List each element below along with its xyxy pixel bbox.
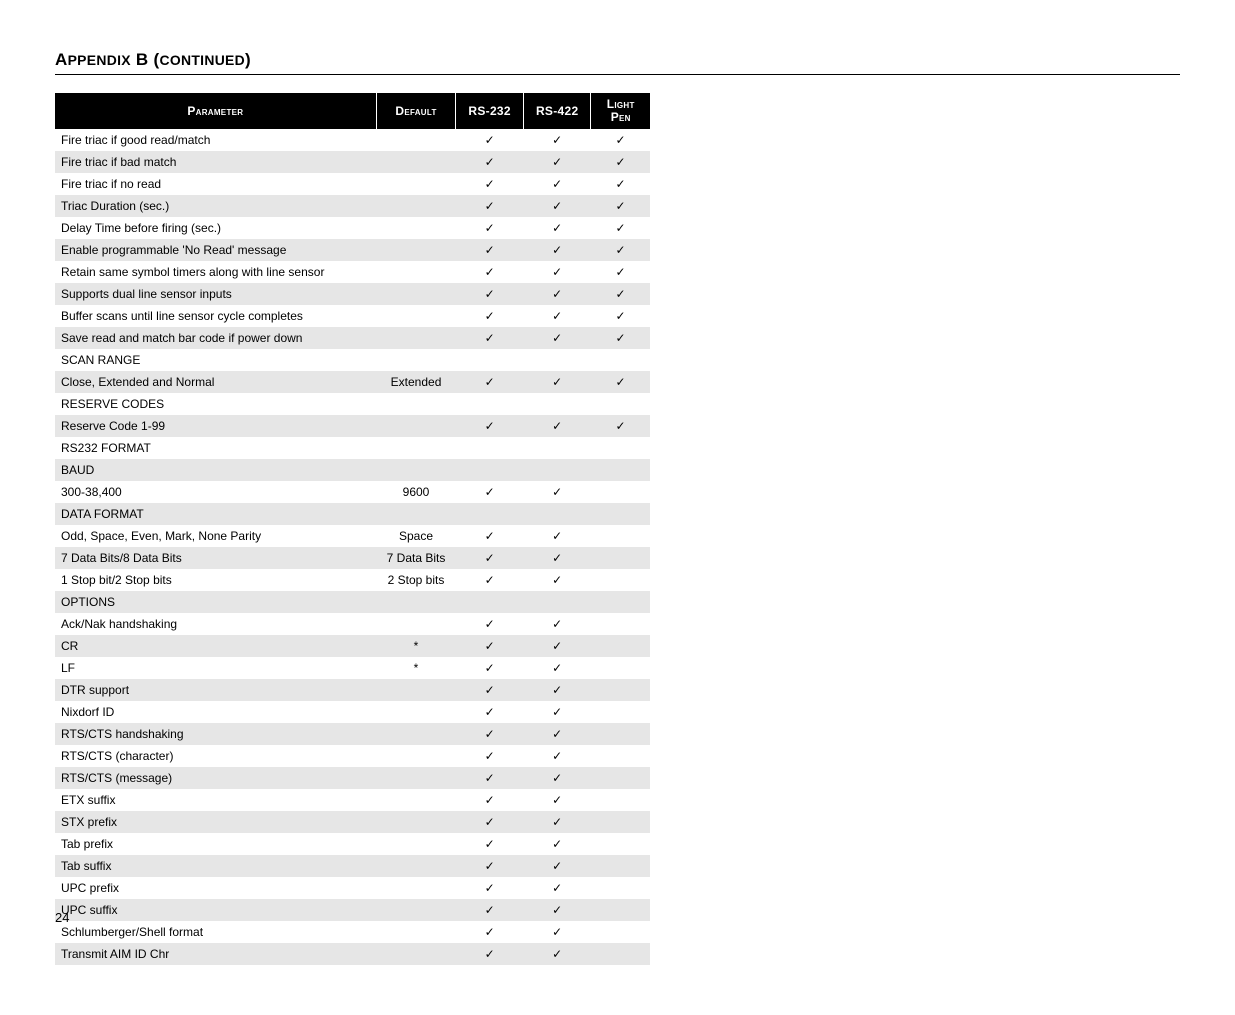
table-row: Triac Duration (sec.)✓✓✓ (55, 195, 650, 217)
table-row: Close, Extended and NormalExtended✓✓✓ (55, 371, 650, 393)
col-rs232: RS-232 (456, 93, 524, 129)
table-row: Reserve Code 1-99✓✓✓ (55, 415, 650, 437)
table-row: 7 Data Bits/8 Data Bits7 Data Bits✓✓ (55, 547, 650, 569)
table-row: SCAN RANGE (55, 349, 650, 371)
table-row: Odd, Space, Even, Mark, None ParitySpace… (55, 525, 650, 547)
table-row: ETX suffix✓✓ (55, 789, 650, 811)
table-row: STX prefix✓✓ (55, 811, 650, 833)
table-row: Transmit AIM ID Chr✓✓ (55, 943, 650, 965)
table-row: Buffer scans until line sensor cycle com… (55, 305, 650, 327)
table-row: Retain same symbol timers along with lin… (55, 261, 650, 283)
table-body: Fire triac if good read/match✓✓✓Fire tri… (55, 129, 650, 965)
table-row: Tab suffix✓✓ (55, 855, 650, 877)
appendix-heading: APPENDIX B (CONTINUED) (55, 50, 1180, 75)
table-row: 1 Stop bit/2 Stop bits2 Stop bits✓✓ (55, 569, 650, 591)
table-row: Save read and match bar code if power do… (55, 327, 650, 349)
table-row: OPTIONS (55, 591, 650, 613)
col-lightpen: Light Pen (591, 93, 650, 129)
table-row: CR*✓✓ (55, 635, 650, 657)
table-row: DTR support✓✓ (55, 679, 650, 701)
table-row: Fire triac if no read✓✓✓ (55, 173, 650, 195)
table-row: RTS/CTS (character)✓✓ (55, 745, 650, 767)
col-default: Default (376, 93, 456, 129)
table-row: Ack/Nak handshaking✓✓ (55, 613, 650, 635)
table-row: Schlumberger/Shell format✓✓ (55, 921, 650, 943)
table-row: UPC prefix✓✓ (55, 877, 650, 899)
table-row: Supports dual line sensor inputs✓✓✓ (55, 283, 650, 305)
table-row: Enable programmable 'No Read' message✓✓✓ (55, 239, 650, 261)
parameter-table: Parameter Default RS-232 RS-422 Light Pe… (55, 93, 650, 965)
col-rs422: RS-422 (523, 93, 591, 129)
table-row: RTS/CTS (message)✓✓ (55, 767, 650, 789)
table-row: UPC suffix✓✓ (55, 899, 650, 921)
table-row: Delay Time before firing (sec.)✓✓✓ (55, 217, 650, 239)
table-row: BAUD (55, 459, 650, 481)
table-row: Fire triac if good read/match✓✓✓ (55, 129, 650, 151)
table-row: RESERVE CODES (55, 393, 650, 415)
table-row: Fire triac if bad match✓✓✓ (55, 151, 650, 173)
table-row: RS232 FORMAT (55, 437, 650, 459)
table-row: 300-38,4009600✓✓ (55, 481, 650, 503)
table-row: DATA FORMAT (55, 503, 650, 525)
page-number: 24 (55, 910, 69, 925)
table-row: Nixdorf ID✓✓ (55, 701, 650, 723)
table-row: LF*✓✓ (55, 657, 650, 679)
table-row: Tab prefix✓✓ (55, 833, 650, 855)
table-row: RTS/CTS handshaking✓✓ (55, 723, 650, 745)
col-parameter: Parameter (55, 93, 376, 129)
